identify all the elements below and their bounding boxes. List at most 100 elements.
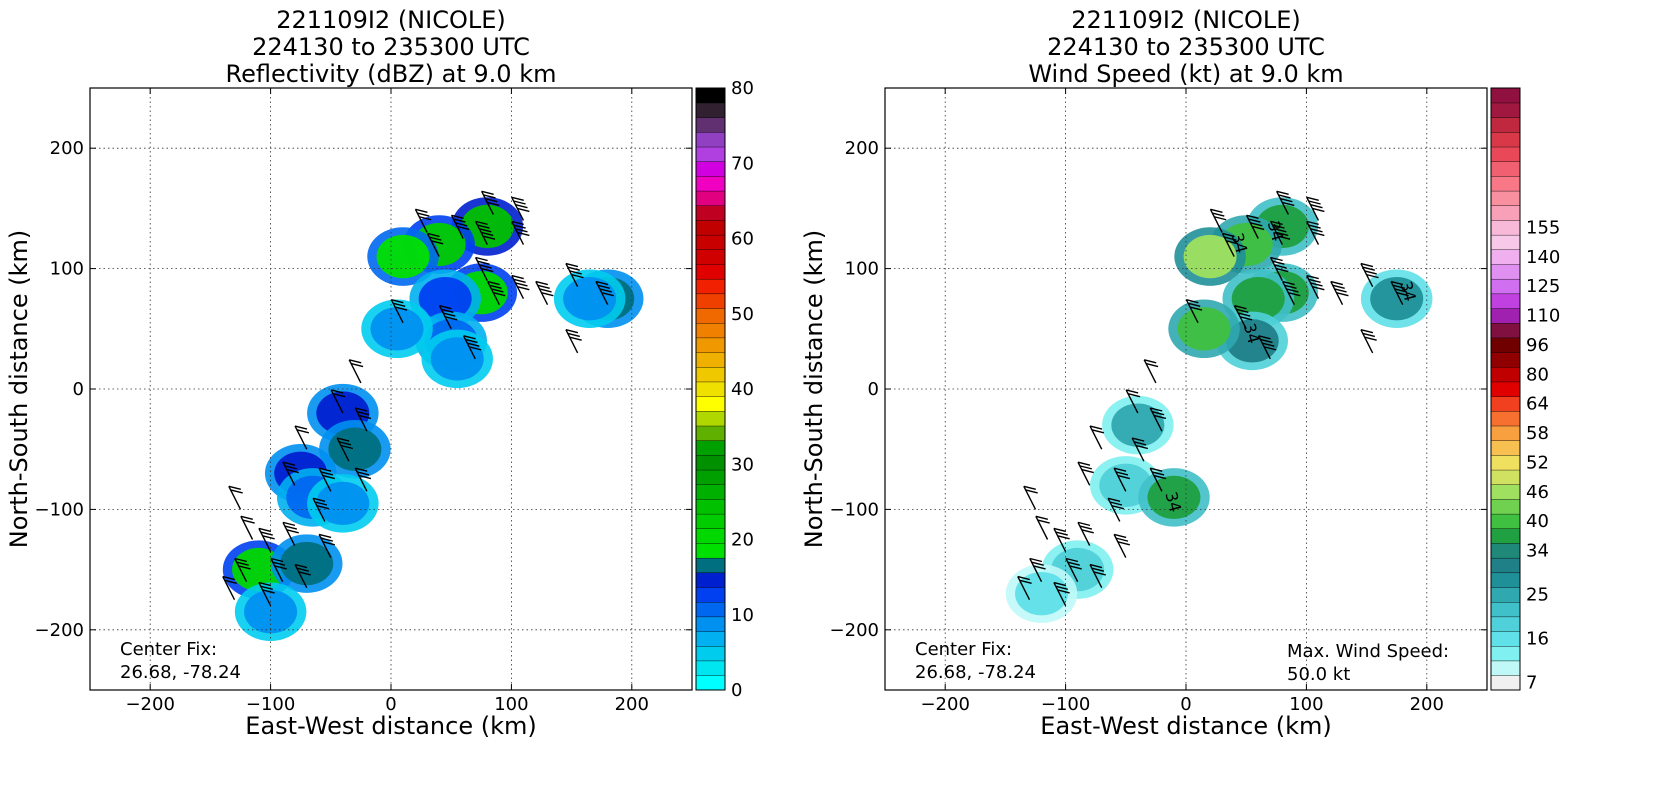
colorbar-segment	[695, 322, 726, 339]
wind-barb-flag	[312, 497, 326, 502]
wind-barb-flag	[1186, 298, 1199, 304]
wind-barb-flag	[222, 575, 235, 581]
colorbar-segment	[695, 631, 726, 647]
chart-title-line2: 224130 to 235300 UTC	[1047, 33, 1325, 61]
wind-barb-flag	[539, 288, 552, 293]
colorbar-segment	[1490, 396, 1521, 412]
wind-barb-flag	[1023, 485, 1036, 490]
wind-barb-flag	[355, 467, 368, 472]
center-fix-label: Center Fix:	[120, 639, 217, 660]
wind-barb-flag	[1081, 468, 1094, 474]
wind-barb-flag	[1125, 389, 1139, 394]
echo-core	[1370, 277, 1424, 321]
y-tick-label: 200	[50, 138, 84, 159]
wind-barb-flag	[1091, 567, 1105, 572]
wind-barb-flag	[358, 414, 372, 420]
wind-barb-flag	[1334, 288, 1347, 293]
x-tick-label: 100	[494, 694, 528, 715]
colorbar-segment	[1490, 205, 1521, 221]
wind-barb-flag	[1310, 204, 1323, 209]
x-tick-label: 100	[1289, 694, 1323, 715]
max-wind-value: 50.0 kt	[1287, 664, 1350, 685]
wind-barb-flag	[1306, 220, 1319, 226]
wind-barb-flag	[1150, 407, 1163, 412]
wind-barb-flag	[483, 194, 496, 199]
wind-barb-flag	[1019, 579, 1032, 584]
wind-barb-flag	[565, 262, 579, 268]
y-tick-label: 0	[73, 379, 84, 400]
wind-barb-flag	[1272, 260, 1285, 265]
colorbar-segment	[695, 263, 726, 280]
wind-barb-flag	[1362, 266, 1375, 271]
wind-barb-flag	[487, 280, 500, 286]
wind-barb-flag	[1109, 501, 1123, 506]
colorbar-tick-label: 50	[731, 304, 754, 325]
wind-barb-flag	[1033, 565, 1046, 570]
wind-barb-flag	[1189, 306, 1203, 311]
wind-barb-flag	[418, 216, 432, 221]
x-tick-label: −100	[246, 694, 295, 715]
colorbar-segment	[695, 396, 726, 412]
wind-barb-flag	[1037, 519, 1050, 524]
wind-barb-flag	[1210, 208, 1223, 214]
colorbar-segment	[695, 175, 726, 192]
colorbar-segment	[695, 660, 726, 676]
wind-barb-flag	[1277, 235, 1291, 240]
wind-barb-flag	[1145, 362, 1159, 368]
wind-barb-flag	[234, 557, 247, 563]
colorbar-segment	[695, 528, 726, 544]
wind-barb-flag	[1111, 505, 1124, 510]
wind-barb-flag	[1364, 336, 1377, 341]
x-axis-label: East-West distance (km)	[245, 712, 536, 740]
wind-barb-flag	[1310, 282, 1323, 287]
colorbar-segment	[695, 146, 726, 162]
wind-barb-flag	[340, 444, 354, 450]
wind-barb-flag	[541, 292, 554, 297]
wind-barb-flag	[1065, 557, 1079, 563]
wind-barbs	[1017, 190, 1409, 607]
wind-barbs	[222, 190, 614, 607]
wind-barb-flag	[1234, 304, 1247, 310]
wind-barb-flag	[463, 335, 476, 340]
contour-label: 34	[1161, 490, 1185, 515]
wind-barb-staff	[1360, 329, 1374, 354]
wind-barb-flag	[475, 256, 488, 262]
wind-barb-flag	[481, 267, 494, 273]
wind-barb-flag	[571, 273, 584, 279]
wind-barb-flag	[1396, 292, 1409, 297]
echo-core	[1147, 475, 1201, 520]
colorbar-segment	[1490, 146, 1521, 162]
wind-barb-flag	[1089, 563, 1103, 569]
wind-barb-flag	[316, 505, 329, 510]
wind-barb-flag	[230, 489, 243, 494]
wind-barb-flag	[453, 218, 466, 223]
wind-barb-flag	[393, 302, 406, 308]
wind-barb-flag	[322, 541, 336, 546]
wind-barb-flag	[1115, 537, 1129, 542]
colorbar-segment	[1490, 660, 1521, 676]
wind-barb-flag	[513, 224, 526, 229]
y-tick-label: 100	[845, 259, 879, 280]
colorbar-segment	[695, 337, 726, 353]
wind-barb-flag	[431, 240, 444, 245]
colorbar-segment	[695, 410, 726, 427]
colorbar-segment	[695, 249, 726, 265]
colorbar-segment	[1490, 131, 1521, 148]
echo-core	[418, 277, 472, 321]
wind-barb-flag	[1284, 284, 1297, 289]
echo-core	[328, 427, 382, 471]
wind-barb-flag	[597, 284, 611, 289]
colorbar-segment	[1490, 587, 1521, 603]
wind-barb-flag	[236, 561, 249, 566]
wind-barb-flag	[511, 196, 524, 201]
wind-barb-flag	[296, 567, 310, 572]
wind-barb-flag	[1107, 497, 1121, 502]
colorbar-segment	[1490, 293, 1521, 309]
wind-barb-flag	[1392, 284, 1406, 289]
y-tick-label: 0	[868, 379, 879, 400]
colorbar-ticks: 7 16 25 34 40 46 52 58 64 80 96 110 125 140 155	[1526, 217, 1560, 693]
wind-barb-flag	[1364, 270, 1377, 275]
wind-barb-flag	[429, 236, 442, 241]
echo-core	[244, 590, 298, 634]
y-axis-label: North-South distance (km)	[800, 230, 828, 549]
